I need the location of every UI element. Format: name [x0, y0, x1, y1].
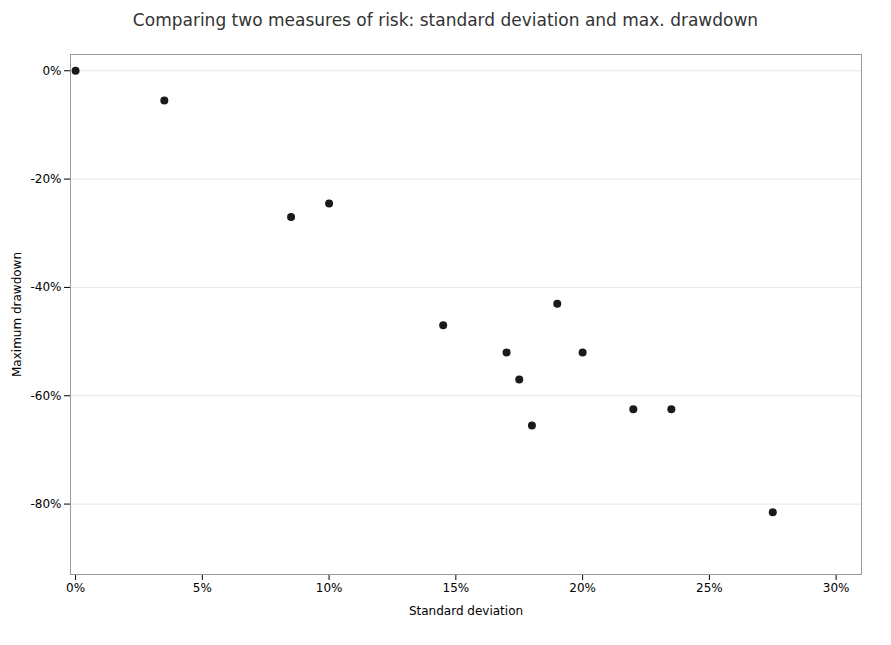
svg-text:15%: 15% — [443, 581, 470, 595]
svg-text:0%: 0% — [42, 64, 61, 78]
svg-text:Maximum drawdown: Maximum drawdown — [10, 252, 24, 377]
svg-text:-40%: -40% — [30, 280, 61, 294]
svg-text:20%: 20% — [569, 581, 596, 595]
svg-text:-20%: -20% — [30, 172, 61, 186]
svg-text:30%: 30% — [823, 581, 850, 595]
svg-text:-80%: -80% — [30, 497, 61, 511]
svg-text:5%: 5% — [193, 581, 212, 595]
svg-text:0%: 0% — [66, 581, 85, 595]
svg-text:-60%: -60% — [30, 389, 61, 403]
html-text:Comparing two measures of risk: Comparing two measures of risk: standard… — [132, 10, 759, 30]
svg-text:Standard deviation: Standard deviation — [409, 604, 523, 618]
svg-text:25%: 25% — [696, 581, 723, 595]
svg-text:10%: 10% — [316, 581, 343, 595]
